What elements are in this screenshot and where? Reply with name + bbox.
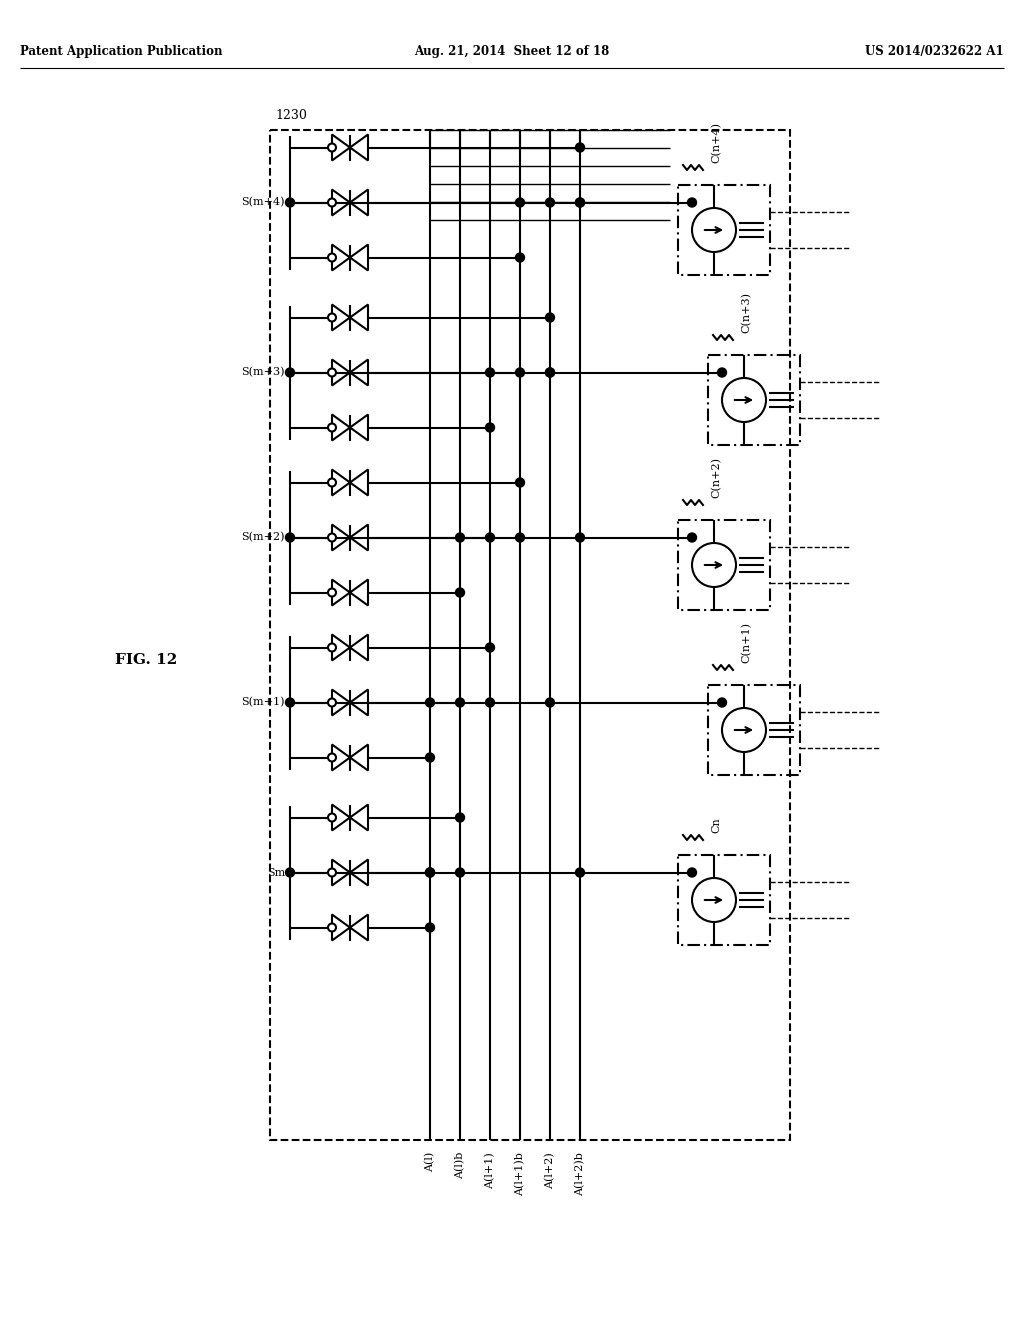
Text: 1230: 1230 bbox=[275, 110, 307, 121]
Circle shape bbox=[575, 869, 585, 876]
Circle shape bbox=[328, 698, 336, 706]
Circle shape bbox=[687, 198, 696, 207]
Circle shape bbox=[286, 368, 295, 378]
Circle shape bbox=[426, 752, 434, 762]
Circle shape bbox=[456, 533, 465, 543]
Text: A(l+2)b: A(l+2)b bbox=[574, 1152, 585, 1196]
Circle shape bbox=[485, 698, 495, 708]
Circle shape bbox=[328, 754, 336, 762]
Text: Cn: Cn bbox=[711, 817, 721, 833]
Circle shape bbox=[456, 698, 465, 708]
Circle shape bbox=[546, 198, 555, 207]
Circle shape bbox=[426, 923, 434, 932]
Bar bbox=[678, 520, 770, 610]
Text: C(n+2): C(n+2) bbox=[711, 457, 721, 498]
Circle shape bbox=[687, 533, 696, 543]
Circle shape bbox=[485, 533, 495, 543]
Circle shape bbox=[718, 698, 726, 708]
Circle shape bbox=[328, 144, 336, 152]
Circle shape bbox=[546, 698, 555, 708]
Text: S(m+1): S(m+1) bbox=[242, 697, 285, 708]
Circle shape bbox=[718, 368, 726, 378]
Circle shape bbox=[687, 869, 696, 876]
Circle shape bbox=[328, 533, 336, 541]
Circle shape bbox=[426, 869, 434, 876]
Text: FIG. 12: FIG. 12 bbox=[115, 653, 177, 667]
Circle shape bbox=[515, 533, 524, 543]
Circle shape bbox=[515, 253, 524, 261]
Circle shape bbox=[575, 198, 585, 207]
Circle shape bbox=[456, 813, 465, 822]
Text: A(l+2): A(l+2) bbox=[545, 1152, 555, 1189]
Text: A(l+1): A(l+1) bbox=[484, 1152, 496, 1189]
Circle shape bbox=[485, 368, 495, 378]
Circle shape bbox=[328, 589, 336, 597]
Circle shape bbox=[546, 313, 555, 322]
Circle shape bbox=[328, 198, 336, 206]
Circle shape bbox=[515, 478, 524, 487]
Circle shape bbox=[328, 314, 336, 322]
Circle shape bbox=[328, 479, 336, 487]
Text: US 2014/0232622 A1: US 2014/0232622 A1 bbox=[865, 45, 1004, 58]
Circle shape bbox=[286, 698, 295, 708]
Bar bbox=[678, 855, 770, 945]
Circle shape bbox=[286, 533, 295, 543]
Bar bbox=[708, 685, 800, 775]
Text: Sm: Sm bbox=[266, 867, 285, 878]
Bar bbox=[678, 185, 770, 275]
Circle shape bbox=[328, 424, 336, 432]
Circle shape bbox=[328, 869, 336, 876]
Circle shape bbox=[575, 143, 585, 152]
Text: C(n+3): C(n+3) bbox=[741, 292, 752, 333]
Circle shape bbox=[515, 198, 524, 207]
Bar bbox=[270, 129, 790, 1140]
Circle shape bbox=[456, 869, 465, 876]
Text: A(l): A(l) bbox=[425, 1152, 435, 1172]
Text: Patent Application Publication: Patent Application Publication bbox=[20, 45, 222, 58]
Circle shape bbox=[515, 368, 524, 378]
Text: Aug. 21, 2014  Sheet 12 of 18: Aug. 21, 2014 Sheet 12 of 18 bbox=[415, 45, 609, 58]
Circle shape bbox=[546, 368, 555, 378]
Text: C(n+1): C(n+1) bbox=[741, 622, 752, 663]
Circle shape bbox=[485, 422, 495, 432]
Text: S(m+4): S(m+4) bbox=[242, 198, 285, 207]
Circle shape bbox=[575, 198, 585, 207]
Circle shape bbox=[328, 813, 336, 821]
Circle shape bbox=[328, 368, 336, 376]
Text: C(n+4): C(n+4) bbox=[711, 121, 721, 162]
Circle shape bbox=[286, 869, 295, 876]
Circle shape bbox=[328, 644, 336, 652]
Circle shape bbox=[426, 698, 434, 708]
Circle shape bbox=[426, 869, 434, 876]
Circle shape bbox=[328, 253, 336, 261]
Circle shape bbox=[546, 368, 555, 378]
Text: S(m+2): S(m+2) bbox=[242, 532, 285, 543]
Text: A(l+1)b: A(l+1)b bbox=[515, 1152, 525, 1196]
Circle shape bbox=[328, 924, 336, 932]
Circle shape bbox=[575, 533, 585, 543]
Bar bbox=[708, 355, 800, 445]
Circle shape bbox=[286, 198, 295, 207]
Circle shape bbox=[485, 643, 495, 652]
Text: S(m+3): S(m+3) bbox=[242, 367, 285, 378]
Text: A(l)b: A(l)b bbox=[455, 1152, 465, 1179]
Circle shape bbox=[456, 587, 465, 597]
